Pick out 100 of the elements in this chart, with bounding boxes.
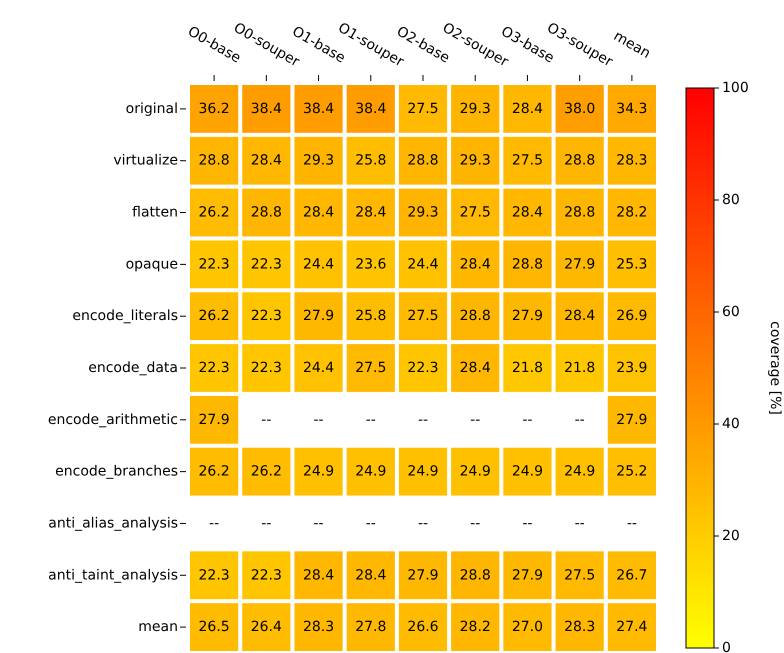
color-bar-label: 60 xyxy=(722,304,740,320)
color-bar-label: 100 xyxy=(722,80,749,96)
text: -- xyxy=(314,515,324,532)
data-label: 28.8 xyxy=(512,256,544,272)
data-label: 28.4 xyxy=(460,256,491,272)
data-label: 29.3 xyxy=(460,152,491,169)
data-label: 28.8 xyxy=(460,567,491,584)
data-label: 27.5 xyxy=(407,100,439,117)
data-label: 36.2 xyxy=(198,100,230,117)
y-tick-label: original xyxy=(126,100,178,117)
data-label: 27.5 xyxy=(512,152,544,169)
data-label: 27.9 xyxy=(512,567,544,584)
text: -- xyxy=(418,515,428,532)
data-label: 26.2 xyxy=(198,308,230,324)
data-label: 38.4 xyxy=(355,100,386,117)
data-label: 28.8 xyxy=(564,152,596,169)
data-label: 25.2 xyxy=(616,464,648,480)
data-label: 28.8 xyxy=(250,204,282,221)
color-bar-label: 0 xyxy=(722,640,731,653)
data-label: 26.9 xyxy=(616,308,648,324)
y-tick-label: anti_taint_analysis xyxy=(48,567,178,584)
data-label: 24.9 xyxy=(564,464,596,480)
data-label: 27.9 xyxy=(407,567,439,584)
data-label: 24.9 xyxy=(302,464,334,480)
color-bar-label: 20 xyxy=(722,528,740,544)
y-tick-label: encode_literals xyxy=(72,308,178,324)
data-label: 23.6 xyxy=(355,256,386,272)
data-label: 22.3 xyxy=(407,360,439,376)
text: -- xyxy=(314,412,324,428)
data-label: 24.9 xyxy=(355,464,386,480)
data-label: 28.2 xyxy=(616,204,648,221)
data-label: 26.2 xyxy=(198,204,230,221)
data-label: 28.8 xyxy=(564,204,596,221)
text: -- xyxy=(261,515,272,532)
data-label: 26.2 xyxy=(250,464,282,480)
data-label: 24.9 xyxy=(407,464,439,480)
data-label: 28.4 xyxy=(512,204,544,221)
data-label: 28.4 xyxy=(355,567,386,584)
data-label: 27.5 xyxy=(564,567,596,584)
data-label: 28.4 xyxy=(355,204,386,221)
data-label: 24.4 xyxy=(302,256,334,272)
text: -- xyxy=(470,412,480,428)
data-label: 28.8 xyxy=(407,152,439,169)
data-label: 28.8 xyxy=(198,152,230,169)
data-label: 26.6 xyxy=(407,619,439,636)
data-label: 22.3 xyxy=(250,360,282,376)
color-bar-label: 40 xyxy=(722,416,740,432)
color-bar-label: 80 xyxy=(722,192,740,208)
data-label: 26.2 xyxy=(198,464,230,480)
y-tick-label: encode_data xyxy=(88,360,178,376)
data-label: 22.3 xyxy=(250,308,282,324)
data-label: 38.0 xyxy=(564,100,596,117)
data-label: 28.4 xyxy=(250,152,282,169)
text: -- xyxy=(522,412,532,428)
data-label: 24.9 xyxy=(512,464,544,480)
text: -- xyxy=(574,515,585,532)
data-label: 26.4 xyxy=(250,619,282,636)
y-tick-label: encode_branches xyxy=(55,464,178,480)
data-label: 38.4 xyxy=(302,100,334,117)
data-label: 28.3 xyxy=(302,619,334,636)
color-bar-title: coverage [%] xyxy=(767,321,783,415)
data-label: 38.4 xyxy=(250,100,282,117)
data-label: 24.4 xyxy=(407,256,439,272)
data-label: 27.5 xyxy=(460,204,491,221)
data-label: 25.8 xyxy=(355,308,386,324)
text: -- xyxy=(574,412,585,428)
data-label: 27.9 xyxy=(564,256,596,272)
data-label: 22.3 xyxy=(198,256,230,272)
data-label: 28.8 xyxy=(460,308,491,324)
text: -- xyxy=(522,515,532,532)
text: -- xyxy=(366,412,376,428)
data-label: 34.3 xyxy=(616,100,648,117)
data-label: 25.3 xyxy=(616,256,648,272)
data-label: 27.9 xyxy=(198,412,230,428)
y-tick-label: flatten xyxy=(132,204,178,221)
y-tick-label: anti_alias_analysis xyxy=(48,515,178,532)
data-label: 25.8 xyxy=(355,152,386,169)
data-label: 29.3 xyxy=(407,204,439,221)
data-label: 28.4 xyxy=(302,204,334,221)
data-label: 27.9 xyxy=(616,412,648,428)
data-label: 22.3 xyxy=(198,567,230,584)
data-label: 27.0 xyxy=(512,619,544,636)
data-label: 24.4 xyxy=(302,360,334,376)
data-label: 29.3 xyxy=(460,100,491,117)
data-label: 27.9 xyxy=(302,308,334,324)
y-tick-label: virtualize xyxy=(113,152,178,169)
data-label: 28.4 xyxy=(564,308,596,324)
text: -- xyxy=(209,515,220,532)
data-label: 28.4 xyxy=(512,100,544,117)
data-label: 24.9 xyxy=(460,464,491,480)
text: -- xyxy=(366,515,376,532)
data-label: 27.5 xyxy=(407,308,439,324)
text: -- xyxy=(418,412,428,428)
data-label: 27.4 xyxy=(616,619,648,636)
data-label: 26.7 xyxy=(616,567,648,584)
data-label: 28.2 xyxy=(460,619,491,636)
data-label: 22.3 xyxy=(250,256,282,272)
data-label: 27.5 xyxy=(355,360,386,376)
data-label: 23.9 xyxy=(616,360,648,376)
data-label: 28.4 xyxy=(302,567,334,584)
